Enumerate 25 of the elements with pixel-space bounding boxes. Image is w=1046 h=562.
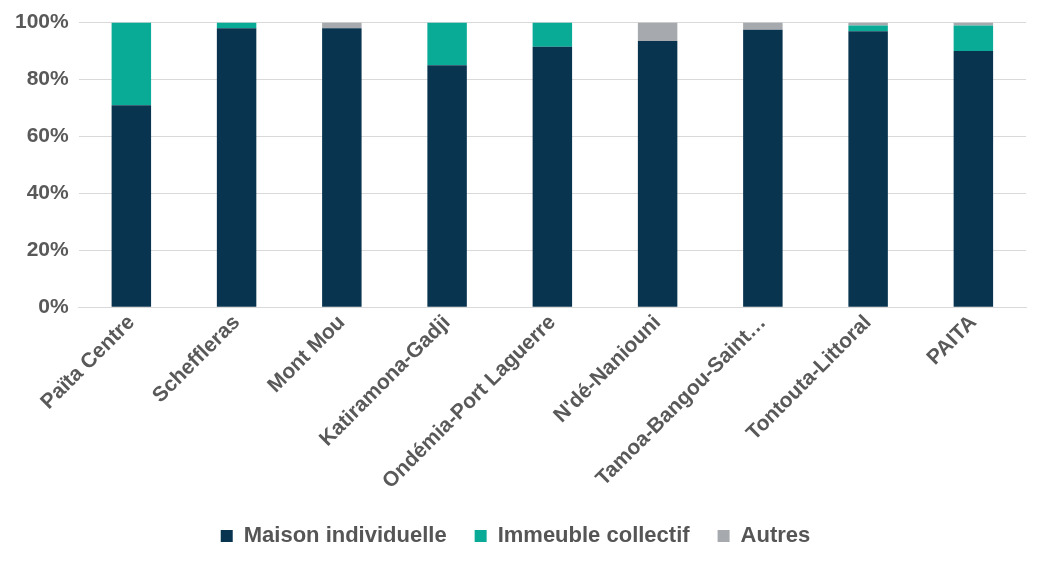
y-tick-label: 20% (26, 237, 70, 261)
bar (743, 29, 783, 307)
bar (111, 22, 152, 106)
y-tick-label: 40% (26, 180, 70, 204)
legend-label: Autres (740, 522, 811, 548)
legend-label: Immeuble collectif (497, 522, 691, 548)
bar (427, 65, 467, 307)
y-tick-label: 80% (26, 66, 70, 90)
bar (322, 28, 362, 307)
legend-label: Maison individuelle (243, 522, 447, 548)
y-tick-label: 0% (38, 294, 70, 318)
y-tick-label: 60% (26, 123, 70, 147)
bar (953, 25, 994, 52)
bar (848, 25, 888, 32)
bar (111, 105, 152, 307)
y-tick-label: 100% (14, 9, 70, 33)
bar (743, 22, 783, 30)
bar (953, 51, 994, 307)
bar (532, 22, 573, 47)
bar (848, 31, 888, 307)
bar (216, 28, 257, 307)
bar (637, 41, 678, 307)
bar (427, 22, 467, 66)
bar (532, 46, 573, 307)
bar (637, 22, 678, 42)
